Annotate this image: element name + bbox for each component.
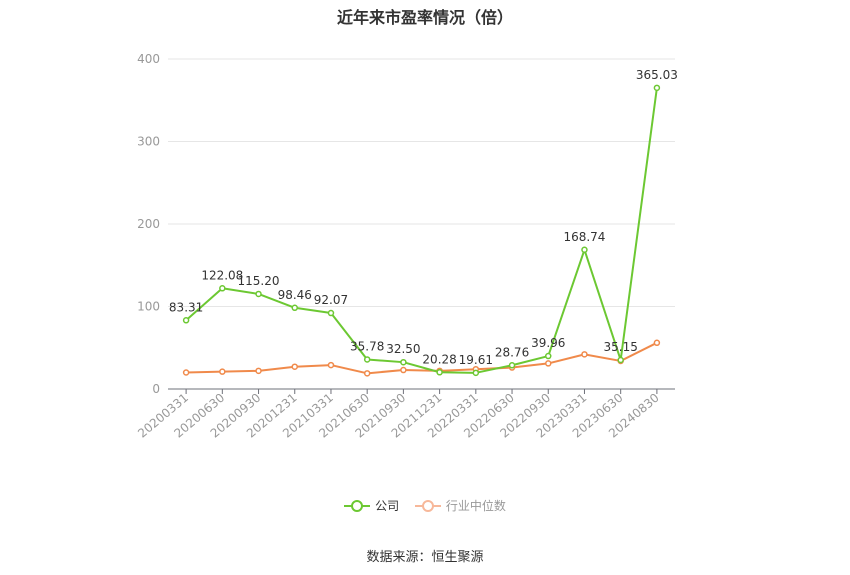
industry-line — [186, 341, 658, 375]
industry-point — [363, 370, 371, 377]
company-data-label: 365.03 — [636, 68, 678, 82]
company-point — [472, 369, 480, 377]
company-data-label: 115.20 — [238, 274, 280, 288]
industry-point — [327, 361, 335, 369]
chart-title: 近年来市盈率情况（倍） — [336, 8, 513, 27]
industry-point — [581, 351, 588, 358]
company-data-label: 28.76 — [495, 345, 529, 359]
company-point — [363, 356, 371, 363]
company-data-label: 122.08 — [201, 268, 243, 282]
series — [182, 84, 661, 377]
industry-point — [291, 363, 298, 370]
legend-item-industry[interactable]: 行业中位数 — [414, 497, 506, 514]
company-data-label: 20.28 — [422, 352, 456, 366]
company-data-label: 92.07 — [314, 293, 348, 307]
company-data-label: 19.61 — [459, 353, 493, 367]
industry-point — [653, 339, 661, 347]
company-point — [291, 304, 298, 312]
company-point — [617, 356, 624, 364]
company-line — [185, 87, 658, 374]
company-data-label: 32.50 — [386, 342, 420, 356]
company-data-label: 83.31 — [169, 300, 203, 314]
industry-point — [400, 366, 407, 374]
company-data-label: 35.78 — [350, 339, 384, 353]
company-point — [400, 358, 407, 366]
legend-company-label: 公司 — [375, 499, 400, 513]
company-point — [508, 362, 516, 369]
y-tick-label: 200 — [137, 217, 160, 231]
company-data-label: 98.46 — [278, 288, 312, 302]
company-point — [255, 290, 262, 298]
company-data-label: 35.15 — [603, 340, 637, 354]
legend-company-marker — [344, 499, 371, 513]
y-tick-label: 400 — [137, 52, 160, 66]
company-point — [545, 352, 552, 360]
company-point — [327, 309, 335, 317]
legend-industry-label: 行业中位数 — [445, 499, 506, 513]
company-point — [581, 246, 588, 254]
y-tick-label: 0 — [152, 382, 160, 396]
grid-lines — [168, 58, 675, 307]
industry-point — [182, 369, 190, 376]
data-source: 数据来源：恒生聚源 — [366, 550, 484, 565]
company-point — [436, 369, 443, 376]
company-data-label: 168.74 — [563, 230, 605, 244]
company-point — [182, 317, 190, 324]
industry-point — [255, 367, 262, 375]
legend-item-company[interactable]: 公司 — [344, 497, 399, 514]
legend-industry-marker — [414, 499, 441, 513]
industry-point — [545, 360, 552, 367]
company-point — [219, 285, 226, 292]
company-point — [653, 84, 661, 92]
y-tick-label: 100 — [137, 300, 160, 314]
industry-point — [219, 368, 226, 375]
y-tick-label: 300 — [137, 135, 160, 149]
legend: 公司 行业中位数 — [0, 497, 850, 516]
company-data-label: 39.96 — [531, 336, 565, 350]
axes: 0100200300400202003312020063020200930202… — [135, 52, 675, 441]
